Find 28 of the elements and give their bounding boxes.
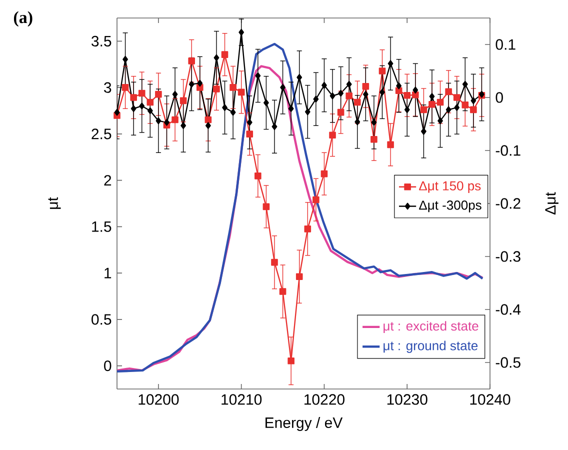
y2-tick-label: -0.2	[496, 198, 520, 209]
y-tick-label: 3.5	[92, 36, 112, 46]
x-tick-label: 10210	[222, 394, 262, 405]
y2-tick-label: -0.3	[496, 251, 520, 262]
y2-tick-label: 0	[496, 92, 503, 103]
y2-tick-label: -0.1	[496, 145, 520, 156]
y2-tick-label: 0.1	[496, 39, 516, 50]
y-tick-label: 0.5	[92, 314, 112, 325]
x-axis-title: Energy / eV	[266, 417, 343, 431]
legend-label: μt : excited state	[384, 321, 478, 334]
legend-label: Δμt -300ps	[419, 200, 482, 212]
y-tick-label: 1.5	[92, 221, 112, 232]
y2-tick-label: -0.4	[496, 304, 521, 315]
y2-axis-title: Δμt	[545, 192, 558, 214]
y-tick-label: 2	[104, 175, 112, 186]
legend-label: μt : ground state	[384, 340, 478, 353]
x-tick-label: 10220	[304, 394, 344, 405]
legend-label: Δμt 150 ps	[419, 181, 481, 193]
y-tick-label: 2.5	[92, 128, 112, 140]
y-tick-label: 1	[104, 268, 112, 278]
text: (a)	[14, 11, 32, 27]
y2-tick-label: -0.5	[496, 357, 520, 368]
x-tick-label: 10240	[470, 394, 510, 405]
y-axis-title: μt	[48, 197, 61, 209]
y-tick-label: 3	[104, 82, 112, 93]
x-tick-label: 10200	[138, 394, 179, 405]
x-tick-label: 10230	[387, 394, 428, 405]
y-tick-label: 0	[104, 360, 112, 372]
